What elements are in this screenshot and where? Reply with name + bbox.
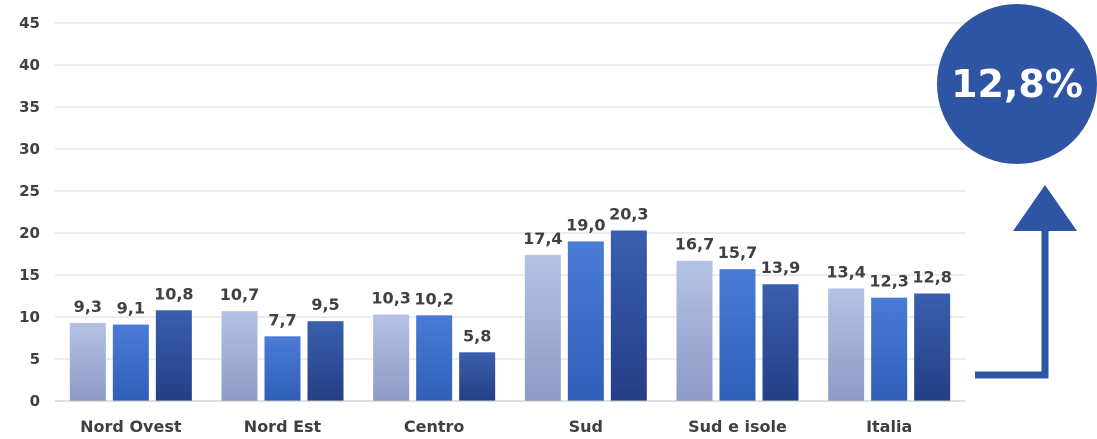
y-tick-label: 40 (19, 56, 40, 74)
bar (719, 269, 756, 401)
data-label: 9,3 (74, 297, 102, 316)
data-label: 7,7 (268, 310, 296, 329)
y-tick-label: 20 (19, 224, 40, 242)
data-label: 19,0 (566, 215, 605, 234)
bar (416, 315, 453, 401)
bar (112, 324, 149, 401)
bar (524, 254, 561, 401)
bar (610, 230, 647, 401)
category-label: Nord Est (244, 417, 322, 436)
bar (762, 284, 799, 401)
arrow-shaft (975, 228, 1049, 379)
data-label: 16,7 (675, 235, 714, 254)
data-label: 12,8 (912, 267, 951, 286)
gridlines (55, 22, 965, 402)
arrow-head-icon (1013, 185, 1077, 231)
y-tick-label: 45 (19, 14, 40, 32)
data-label: 20,3 (609, 204, 648, 223)
bar (307, 321, 344, 401)
y-tick-label: 0 (30, 392, 40, 410)
data-label: 9,5 (311, 295, 339, 314)
y-tick-label: 30 (19, 140, 40, 158)
y-tick-label: 10 (19, 308, 40, 326)
category-label: Nord Ovest (80, 417, 182, 436)
data-label: 5,8 (463, 326, 491, 345)
data-label: 13,9 (761, 258, 800, 277)
category-label: Sud (569, 417, 603, 436)
y-tick-label: 25 (19, 182, 40, 200)
data-label: 10,2 (414, 289, 453, 308)
data-labels: 9,3 9,1 10,8 10,7 7,7 9,5 10,3 10,2 5,8 17,419,02… (74, 204, 952, 345)
bar (871, 297, 908, 401)
bar (155, 310, 192, 401)
data-label: 12,3 (869, 272, 908, 291)
bar (69, 322, 106, 401)
data-label: 10,7 (220, 285, 259, 304)
y-tick-label: 15 (19, 266, 40, 284)
bar (373, 314, 410, 401)
data-label: 13,4 (826, 262, 865, 281)
data-label: 10,3 (371, 288, 410, 307)
bar (676, 260, 713, 401)
callout-value: 12,8% (951, 62, 1083, 106)
category-label: Centro (404, 417, 465, 436)
category-label: Sud e isole (688, 417, 787, 436)
bar (914, 293, 951, 401)
bar (459, 352, 496, 401)
bar (221, 311, 258, 401)
bar (828, 288, 865, 401)
axes: 0 5 10 15 20 25 30 35 40 45 Nord Ovest Nord Est Cent… (19, 14, 965, 436)
y-tick-label: 35 (19, 98, 40, 116)
data-label: 17,4 (523, 229, 562, 248)
data-label: 9,1 (117, 299, 145, 318)
category-label: Italia (866, 417, 912, 436)
bar (264, 336, 301, 401)
y-tick-label: 5 (30, 350, 40, 368)
trend-arrow (975, 185, 1077, 379)
data-label: 10,8 (154, 284, 193, 303)
callout-badge: 12,8% (937, 4, 1097, 164)
bars (69, 230, 951, 401)
data-label: 15,7 (718, 243, 757, 262)
bar (567, 241, 604, 401)
